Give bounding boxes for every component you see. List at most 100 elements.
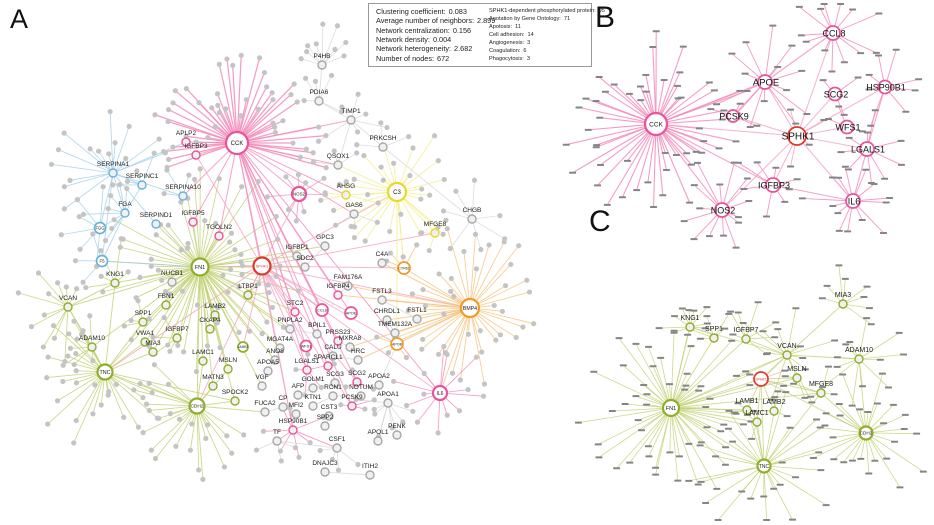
stat-value: 0.156 — [452, 25, 472, 35]
gene-label-GPC3: GPC3 — [316, 234, 334, 241]
gene-label-FUCA2: FUCA2 — [254, 400, 276, 407]
gene-node-MFI2 — [291, 409, 301, 419]
stat-value: 672 — [437, 53, 450, 63]
gene-label-IGFBP3: IGFBP3 — [758, 180, 790, 190]
gene-label-IGFBP1: IGFBP1 — [285, 244, 309, 251]
gene-label-BMP4: BMP4 — [463, 306, 477, 312]
gene-label-LAMB1: LAMB1 — [736, 398, 759, 405]
gene-label-CHGB: CHGB — [463, 207, 482, 214]
gene-label-LAMB2: LAMB2 — [204, 303, 226, 310]
gene-label-SERPIND1: SERPIND1 — [140, 212, 173, 219]
gene-node-GOLM1 — [308, 383, 318, 393]
stat-label: Network heterogeneity: — [376, 44, 452, 54]
gene-label-TNC: TNC — [759, 464, 770, 470]
gene-node-NOS2 — [714, 202, 730, 218]
gene-node-CKAP4 — [205, 324, 215, 334]
gene-label-ADAM10: ADAM10 — [79, 335, 105, 342]
gene-node-CHRDL1 — [382, 315, 392, 325]
gene-node-IL6 — [845, 193, 861, 209]
gene-node-F5 — [95, 254, 109, 268]
gene-label-APOE: APOE — [346, 311, 357, 315]
gene-node-ANO8 — [270, 355, 280, 365]
gene-label-STC2: STC2 — [287, 300, 304, 307]
gene-node-FGG — [93, 221, 107, 235]
gene-node-APOL1 — [373, 436, 383, 446]
gene-node-LAMC1 — [198, 356, 208, 366]
gene-label-NOS2: NOS2 — [293, 192, 306, 197]
gene-node-LAMC1 — [752, 417, 762, 427]
gene-label-ANO8: ANO8 — [266, 348, 284, 355]
stat-row: Anotation by Gene Ontology: 71 — [489, 16, 605, 22]
gene-label-APOB: APOB — [392, 342, 403, 346]
gene-label-SPHK1: SPHK1 — [782, 131, 815, 142]
gene-node-CP — [278, 402, 288, 412]
gene-label-CCK: CCK — [649, 121, 663, 128]
gene-label-SPHK1: SPHK1 — [256, 264, 268, 268]
panel-A-edges-layer — [18, 24, 534, 480]
gene-label-PCSK9: PCSK9 — [719, 111, 749, 121]
stat-value: 2.899 — [477, 16, 496, 26]
gene-node-IGFBP1 — [292, 251, 302, 261]
gene-label-MFI2: MFI2 — [289, 402, 304, 409]
gene-label-PDIA6: PDIA6 — [310, 89, 329, 96]
stat-value: 14 — [527, 32, 534, 38]
gene-label-FSTL3: FSTL3 — [372, 288, 392, 295]
gene-node-C3 — [386, 181, 408, 203]
gene-label-PRKCSH: PRKCSH — [369, 135, 396, 142]
gene-label-CHRDL1: CHRDL1 — [374, 308, 400, 315]
gene-label-PCSK9: PCSK9 — [341, 394, 363, 401]
gene-label-FSTL1: FSTL1 — [407, 307, 427, 314]
gene-node-KNG1 — [110, 278, 120, 288]
gene-node-TIMP1 — [346, 115, 356, 125]
stat-value: 0.083 — [448, 7, 467, 17]
gene-label-CALU: CALU — [324, 344, 342, 351]
stat-row: Network heterogeneity: 2.682 — [376, 44, 483, 53]
stat-value: 95 — [598, 8, 605, 14]
stat-row: Phagocytosis: 3 — [489, 56, 605, 62]
gene-label-SPP1: SPP1 — [135, 310, 152, 317]
gene-node-P4HB — [317, 60, 327, 70]
gene-label-TNC: TNC — [99, 370, 110, 376]
gene-node-IGFBP3 — [765, 177, 781, 193]
gene-node-VCAN — [63, 302, 73, 312]
gene-label-CKAP4: CKAP4 — [199, 317, 221, 324]
gene-node-CDH2 — [188, 397, 206, 415]
gene-label-KNG1: KNG1 — [680, 315, 699, 322]
panel-C-leaf-nodes-layer — [574, 264, 927, 521]
gene-node-SCG2 — [352, 377, 362, 387]
gene-label-AFP: AFP — [292, 383, 305, 390]
gene-node-QSOX1 — [333, 160, 343, 170]
gene-node-ITIH2 — [365, 470, 375, 480]
gene-node-SCG2 — [827, 86, 843, 102]
gene-node-IGFBP3 — [191, 150, 201, 160]
stat-value: 0.004 — [432, 35, 452, 45]
stat-row: Network centralization: 0.156 — [376, 26, 483, 35]
panel-A-leaf-nodes-layer — [15, 21, 537, 482]
gene-node-SERPINC1 — [137, 180, 147, 190]
stat-label: Angiogenesis: — [489, 40, 525, 46]
gene-node-FN1 — [661, 398, 681, 418]
gene-node-SPP2 — [320, 421, 330, 431]
gene-node-CYR61 — [397, 261, 411, 275]
stat-value: 11 — [515, 24, 521, 30]
stat-label: SPHK1-dependent phosphorylated protein: — [489, 8, 596, 14]
gene-node-BPIL1 — [312, 329, 322, 339]
gene-label-TGOLN2: TGOLN2 — [206, 224, 232, 231]
gene-label-CDH2: CDH2 — [860, 431, 873, 436]
gene-label-FGG: FGG — [95, 226, 104, 231]
gene-label-LGALS1: LGALS1 — [851, 144, 885, 154]
gene-node-SPHK1 — [252, 256, 272, 276]
gene-label-DNAJC3: DNAJC3 — [312, 460, 338, 467]
gene-label-QSOX1: QSOX1 — [327, 153, 350, 160]
gene-label-APOA2: APOA2 — [368, 373, 390, 380]
gene-label-RCN1: RCN1 — [324, 384, 342, 391]
gene-label-IGFBP5: IGFBP5 — [181, 210, 205, 217]
gene-node-CHGB — [467, 214, 477, 224]
gene-node-STC2 — [290, 307, 300, 317]
stat-row: SPHK1-dependent phosphorylated protein: 9… — [489, 8, 605, 14]
gene-label-NUCB1: NUCB1 — [161, 270, 183, 277]
stat-value: 71 — [563, 16, 571, 22]
stat-label: Anotation by Gene Ontology: — [489, 16, 561, 22]
stat-label: Network density: — [376, 35, 430, 45]
